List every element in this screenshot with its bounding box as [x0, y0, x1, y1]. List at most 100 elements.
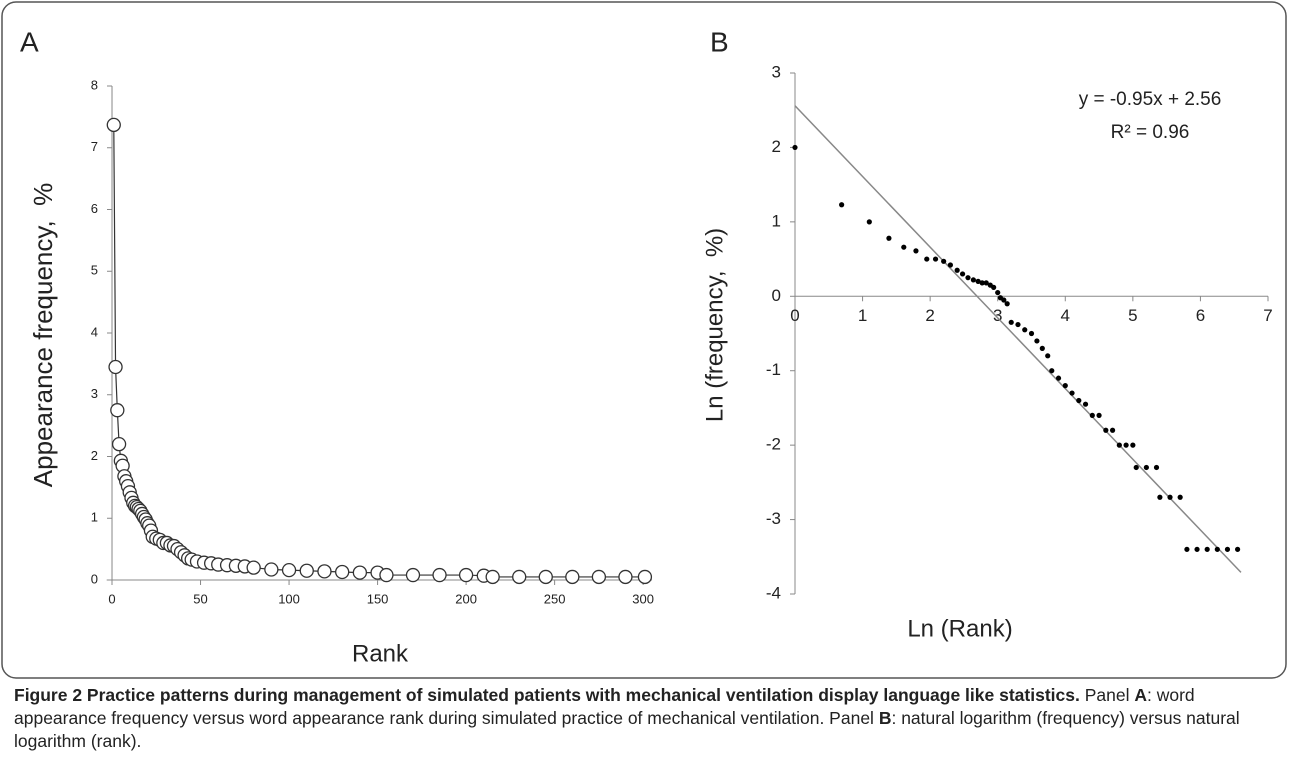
- data-point: [1123, 442, 1129, 448]
- data-point: [1109, 427, 1116, 433]
- data-point: [317, 564, 332, 579]
- data-point: [108, 359, 123, 375]
- data-point: [1096, 412, 1102, 418]
- data-point: [110, 403, 125, 418]
- data-point: [299, 563, 314, 578]
- y-tick-label: 3: [772, 62, 781, 81]
- data-point: [485, 569, 500, 585]
- y-axis-label: Appearance frequency, %: [28, 183, 58, 487]
- series-line: [113, 124, 645, 578]
- data-point: [941, 258, 947, 264]
- data-point: [866, 219, 872, 225]
- x-tick-label: 100: [278, 591, 300, 606]
- x-tick-label: 150: [367, 591, 389, 606]
- data-point: [1004, 301, 1010, 307]
- data-point: [991, 284, 997, 290]
- x-tick-label: 4: [1061, 306, 1070, 325]
- data-point: [839, 202, 845, 208]
- annotation: R² = 0.96: [1111, 122, 1190, 143]
- data-point: [947, 262, 954, 268]
- x-tick-label: 2: [925, 306, 934, 325]
- x-tick-label: 6: [1196, 306, 1205, 325]
- x-tick-label: 5: [1128, 306, 1137, 325]
- caption-panel: A: [1134, 685, 1147, 705]
- data-point: [1055, 375, 1062, 381]
- caption: Figure 2 Practice patterns during manage…: [14, 684, 1276, 753]
- data-point: [1062, 383, 1068, 389]
- data-point: [1224, 546, 1231, 552]
- data-point: [965, 275, 971, 281]
- data-point: [792, 144, 798, 151]
- data-point: [901, 244, 907, 250]
- data-point: [1008, 319, 1014, 325]
- chart: A 0 1 2 3 4 5 6 7 8 0 50 100 150 200 250 300 Appearance f…: [1, 1, 1287, 679]
- y-tick-label: 2: [772, 137, 781, 156]
- data-point: [924, 256, 930, 262]
- data-point: [565, 569, 580, 585]
- data-point: [1049, 368, 1055, 374]
- x-tick-label: 1: [858, 306, 867, 325]
- panel-label: A: [20, 26, 39, 57]
- data-point: [1153, 464, 1160, 471]
- y-tick-label: 8: [91, 77, 98, 92]
- data-point: [970, 277, 976, 283]
- annotation: y = -0.95x + 2.56: [1079, 89, 1222, 110]
- data-point: [111, 436, 127, 452]
- data-point: [1015, 321, 1021, 328]
- y-tick-label: 3: [91, 386, 98, 401]
- y-tick-label: 0: [772, 286, 781, 305]
- data-point: [1204, 546, 1210, 552]
- data-point: [538, 569, 553, 585]
- y-tick-label: 7: [91, 139, 98, 154]
- caption-text: : word appearance frequency versus word …: [14, 685, 1195, 728]
- x-tick-label: 3: [993, 306, 1002, 325]
- caption-text: : natural logarithm (frequency) versus n…: [14, 708, 1240, 751]
- figure-border: [1, 1, 1287, 679]
- data-point: [1116, 442, 1122, 448]
- x-tick-label: 0: [790, 306, 799, 325]
- y-tick-label: -3: [766, 509, 781, 528]
- data-point: [983, 280, 989, 286]
- data-point: [1089, 412, 1095, 418]
- x-tick-label: 50: [193, 591, 207, 606]
- data-point: [1045, 353, 1051, 359]
- data-point: [637, 569, 653, 585]
- data-point: [1184, 546, 1190, 552]
- data-point: [886, 235, 892, 241]
- x-tick-label: 7: [1263, 306, 1272, 325]
- caption-panel: B: [878, 708, 892, 728]
- x-tick-label: 0: [108, 591, 115, 606]
- x-tick-label: 200: [455, 591, 477, 606]
- data-point: [618, 569, 633, 585]
- x-tick-label: 250: [544, 591, 566, 606]
- y-tick-label: -4: [766, 583, 781, 602]
- data-point: [1167, 494, 1173, 500]
- data-point: [591, 569, 607, 585]
- data-point: [1157, 494, 1163, 500]
- data-point: [975, 278, 981, 284]
- data-point: [1177, 494, 1183, 500]
- y-tick-label: 2: [91, 448, 98, 463]
- data-point: [959, 271, 966, 277]
- data-point: [1069, 390, 1075, 396]
- data-point: [1039, 345, 1045, 351]
- data-point: [264, 562, 279, 577]
- y-tick-label: 1: [772, 211, 781, 230]
- data-point: [995, 289, 1001, 296]
- panel-label: B: [710, 26, 729, 57]
- data-point: [913, 248, 919, 254]
- y-tick-label: -1: [766, 360, 781, 379]
- data-point: [1034, 338, 1040, 344]
- data-point: [1076, 397, 1082, 404]
- trendline: [794, 105, 1242, 573]
- x-axis-label: Ln (Rank): [907, 615, 1012, 642]
- data-point: [1103, 427, 1109, 433]
- x-tick-label: 300: [632, 591, 654, 606]
- data-point: [932, 256, 939, 262]
- caption-title: Figure 2 Practice patterns during manage…: [14, 685, 1080, 705]
- data-point: [458, 567, 474, 583]
- data-point: [1194, 546, 1200, 552]
- data-point: [432, 567, 447, 583]
- data-point: [106, 117, 121, 133]
